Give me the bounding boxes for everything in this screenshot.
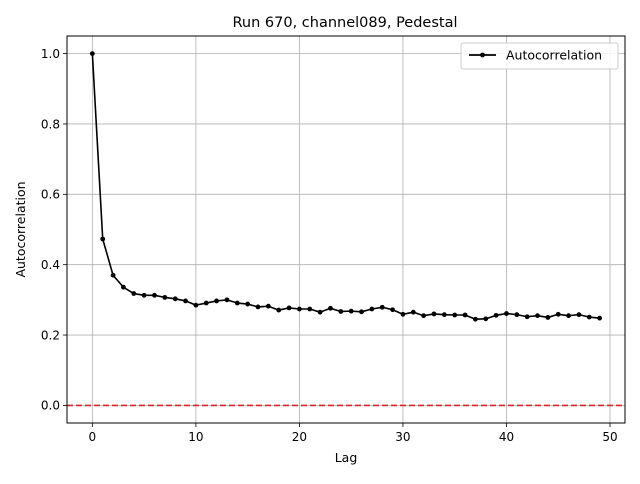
y-tick-label: 0.8 bbox=[41, 117, 60, 131]
y-tick-label: 1.0 bbox=[41, 47, 60, 61]
x-tick-label: 30 bbox=[395, 430, 410, 444]
autocorrelation-point bbox=[110, 272, 116, 278]
autocorrelation-point bbox=[473, 316, 478, 322]
autocorrelation-point bbox=[431, 311, 437, 317]
autocorrelation-point bbox=[597, 315, 603, 321]
autocorrelation-point bbox=[172, 296, 178, 302]
autocorrelation-point bbox=[379, 304, 385, 310]
y-tick-label: 0.6 bbox=[41, 188, 60, 202]
autocorrelation-point bbox=[297, 306, 302, 312]
autocorrelation-point bbox=[369, 306, 375, 312]
autocorrelation-point bbox=[162, 295, 168, 300]
legend-box bbox=[460, 42, 619, 70]
autocorrelation-point bbox=[245, 301, 251, 307]
x-axis-label: Lag bbox=[335, 450, 358, 465]
autocorrelation-point bbox=[462, 312, 468, 318]
autocorrelation-point bbox=[286, 305, 292, 311]
autocorrelation-point bbox=[89, 51, 95, 56]
autocorrelation-point bbox=[441, 312, 447, 318]
autocorrelation-point bbox=[348, 308, 354, 314]
y-axis: 0.0 0.2 0.4 0.6 0.8 1.0 bbox=[41, 47, 67, 413]
autocorrelation-point bbox=[514, 312, 520, 318]
autocorrelation-point bbox=[493, 312, 499, 318]
autocorrelation-point bbox=[400, 311, 406, 317]
autocorrelation-point bbox=[152, 292, 157, 298]
autocorrelation-point bbox=[524, 314, 530, 320]
autocorrelation-point bbox=[276, 307, 282, 313]
x-tick-label: 40 bbox=[499, 430, 514, 444]
autocorrelation-point bbox=[410, 309, 416, 315]
autocorrelation-point bbox=[234, 300, 240, 306]
autocorrelation-point bbox=[214, 298, 219, 304]
autocorrelation-point bbox=[255, 304, 261, 310]
autocorrelation-point bbox=[535, 313, 540, 319]
legend: Autocorrelation bbox=[460, 42, 619, 70]
y-axis-label: Autocorrelation bbox=[13, 181, 28, 277]
chart-title: Run 670, channel089, Pedestal bbox=[232, 15, 457, 31]
x-axis: 0 10 20 30 40 50 bbox=[89, 423, 618, 444]
autocorrelation-point bbox=[224, 297, 230, 303]
autocorrelation-point bbox=[452, 312, 458, 318]
autocorrelation-point bbox=[338, 309, 344, 314]
autocorrelation-point bbox=[121, 284, 126, 290]
autocorrelation-point bbox=[545, 315, 551, 320]
x-tick-label: 20 bbox=[292, 430, 307, 444]
autocorrelation-point bbox=[504, 311, 509, 316]
autocorrelation-point bbox=[586, 314, 592, 320]
autocorrelation-point bbox=[265, 303, 271, 309]
autocorrelation-point bbox=[390, 307, 395, 313]
autocorrelation-point bbox=[328, 305, 333, 311]
autocorrelation-point bbox=[100, 236, 106, 242]
plot-frame bbox=[66, 35, 626, 424]
autocorrelation-point bbox=[359, 309, 364, 315]
autocorrelation-point bbox=[483, 316, 489, 322]
autocorrelation-point bbox=[555, 311, 561, 317]
autocorrelation-point bbox=[317, 309, 323, 315]
y-tick-label: 0.2 bbox=[41, 328, 60, 342]
legend-marker-sample bbox=[480, 52, 485, 58]
autocorrelation-point bbox=[183, 298, 188, 304]
autocorrelation-point bbox=[576, 312, 582, 318]
y-tick-label: 0.4 bbox=[41, 258, 60, 272]
x-tick-label: 50 bbox=[602, 430, 617, 444]
series-layer bbox=[89, 51, 603, 322]
autocorrelation-point bbox=[141, 292, 147, 298]
autocorrelation-point bbox=[566, 313, 571, 319]
autocorrelation-point bbox=[193, 302, 199, 308]
autocorrelation-point bbox=[307, 306, 313, 312]
y-tick-label: 0.0 bbox=[41, 399, 60, 413]
autocorrelation-point bbox=[131, 291, 137, 296]
legend-entry-label: Autocorrelation bbox=[506, 48, 602, 63]
autocorrelation-point bbox=[203, 300, 209, 306]
x-tick-label: 0 bbox=[89, 430, 97, 444]
autocorrelation-point bbox=[421, 313, 427, 319]
x-tick-label: 10 bbox=[188, 430, 203, 444]
